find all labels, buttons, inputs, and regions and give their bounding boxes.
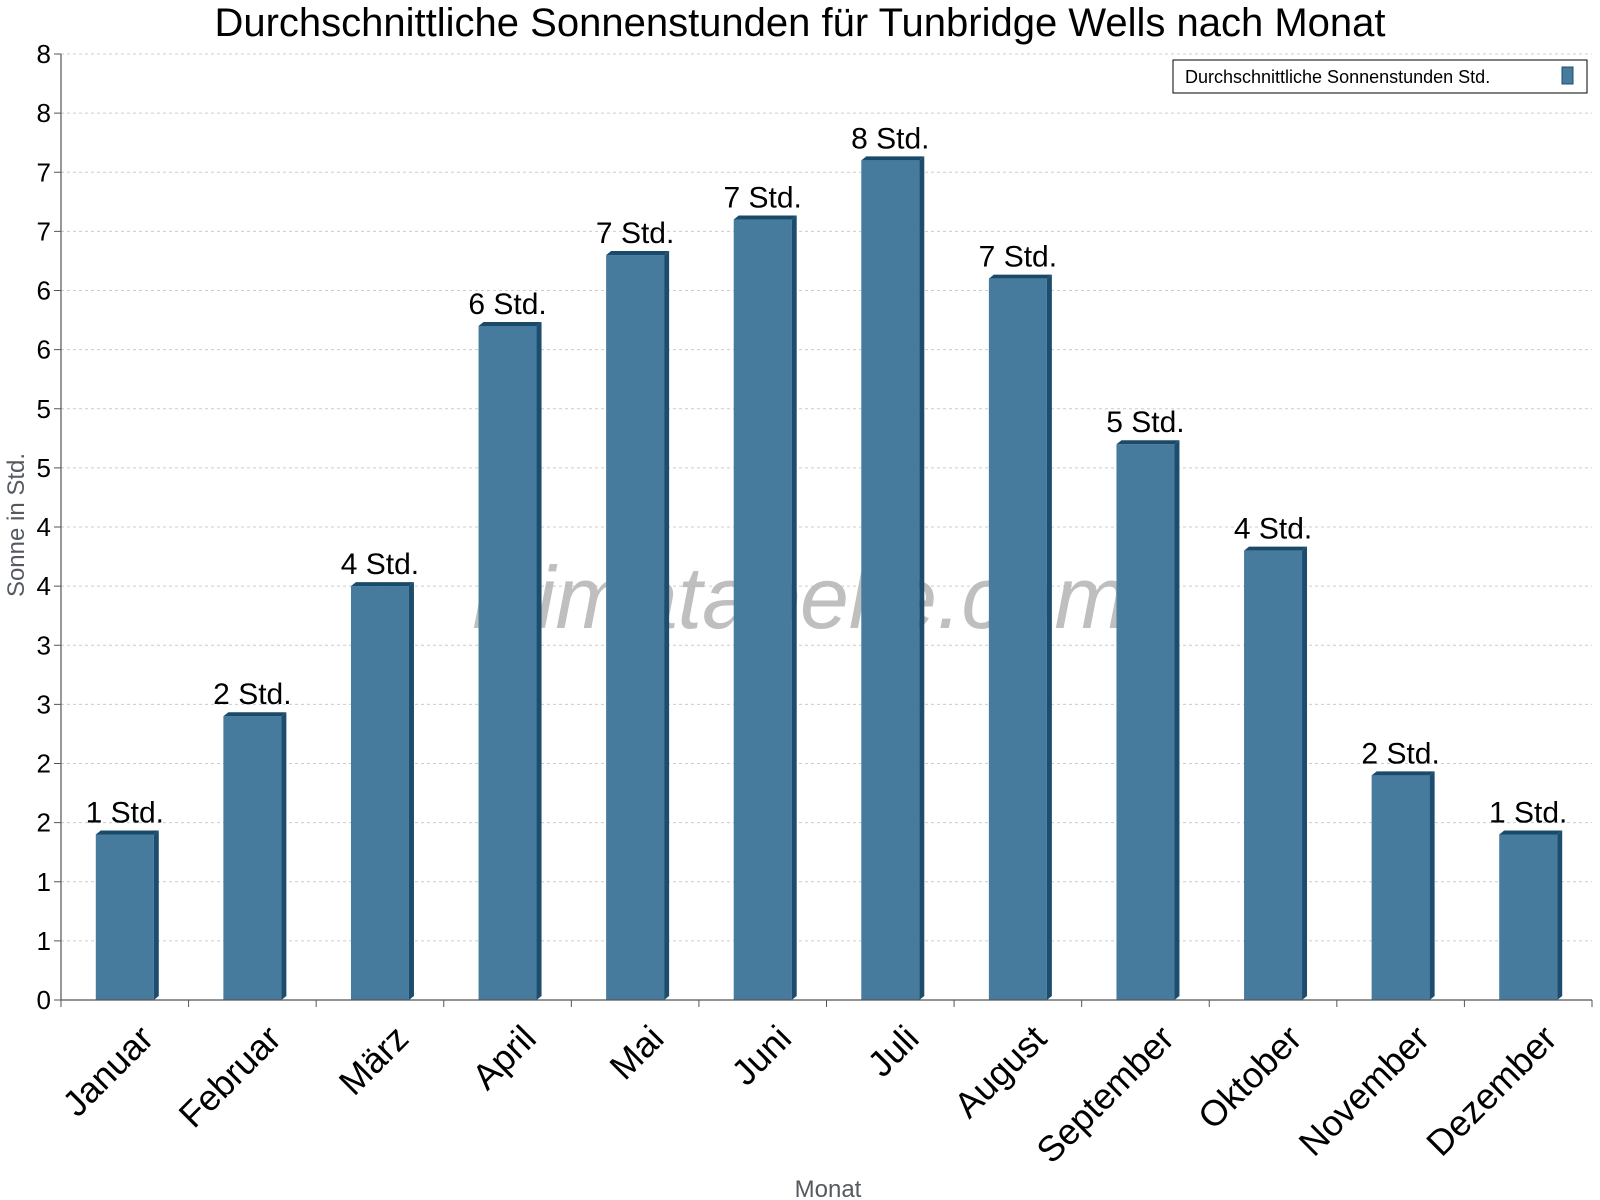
y-tick-label: 4 bbox=[37, 571, 51, 601]
bar-juli bbox=[861, 160, 920, 1001]
bar-top bbox=[1371, 771, 1435, 776]
bar-top bbox=[478, 321, 542, 326]
bar-august bbox=[988, 278, 1047, 1000]
x-tick-label: Februar bbox=[171, 1017, 289, 1135]
legend: Durchschnittliche Sonnenstunden Std. bbox=[1172, 59, 1588, 94]
chart-title: Durchschnittliche Sonnenstunden für Tunb… bbox=[214, 1, 1385, 45]
bar-top bbox=[861, 156, 925, 161]
grid-lines bbox=[61, 53, 1592, 942]
x-tick-label: Januar bbox=[54, 1017, 161, 1124]
bar-top bbox=[1244, 546, 1308, 551]
x-tick-label: August bbox=[946, 1017, 1054, 1125]
bar-side bbox=[1302, 546, 1308, 1000]
y-tick-label: 5 bbox=[37, 394, 51, 424]
y-tick-label: 7 bbox=[37, 157, 51, 187]
y-tick-label: 8 bbox=[37, 39, 51, 69]
y-tick-label: 0 bbox=[37, 985, 51, 1015]
x-tick-label: November bbox=[1291, 1017, 1437, 1163]
x-tick-label: April bbox=[464, 1017, 544, 1097]
bar-top bbox=[606, 251, 670, 256]
y-tick-label: 3 bbox=[37, 630, 51, 660]
bar-mai bbox=[606, 255, 665, 1000]
y-tick-label: 5 bbox=[37, 453, 51, 483]
bar-juni bbox=[733, 219, 792, 1001]
bar-top bbox=[988, 274, 1052, 279]
y-tick-label: 2 bbox=[37, 808, 51, 838]
bar-side bbox=[153, 830, 159, 1000]
bars: 1 Std. 2 Std. 4 Std. 6 Std. 7 Std. 7 Std. 8 St… bbox=[86, 122, 1567, 1001]
x-tick-label: September bbox=[1028, 1017, 1182, 1171]
bar-side bbox=[536, 321, 542, 1001]
bar-side bbox=[1557, 830, 1563, 1000]
legend-swatch bbox=[1561, 66, 1574, 85]
bar-side bbox=[791, 215, 797, 1001]
bar-side bbox=[1429, 771, 1435, 1000]
data-label: 8 Std. bbox=[851, 122, 929, 155]
data-label: 4 Std. bbox=[341, 548, 419, 581]
bar-side bbox=[281, 712, 287, 1000]
bar-november bbox=[1371, 775, 1430, 1000]
data-label: 7 Std. bbox=[979, 241, 1057, 274]
bar-top bbox=[1116, 440, 1180, 445]
bar-top bbox=[223, 712, 287, 717]
y-tick-label: 8 bbox=[37, 98, 51, 128]
bar-side bbox=[1174, 440, 1180, 1001]
y-tick-label: 6 bbox=[37, 276, 51, 306]
bar-september bbox=[1116, 444, 1175, 1001]
data-label: 2 Std. bbox=[213, 678, 291, 711]
bar-top bbox=[350, 582, 414, 587]
x-axis-ticks: Januar Februar März April Mai Juni Juli AugustS… bbox=[54, 1000, 1593, 1171]
bar-side bbox=[664, 251, 670, 1000]
x-tick-label: Dezember bbox=[1418, 1017, 1564, 1163]
data-label: 1 Std. bbox=[86, 796, 164, 829]
bar-side bbox=[1046, 274, 1052, 1000]
legend-entry-label: Durchschnittliche Sonnenstunden Std. bbox=[1185, 67, 1490, 87]
bar-märz bbox=[350, 586, 409, 1000]
x-tick-label: Juni bbox=[723, 1017, 799, 1093]
legend-box bbox=[1172, 59, 1588, 94]
x-tick-label: März bbox=[331, 1017, 417, 1103]
bar-oktober bbox=[1244, 550, 1303, 1000]
bar-side bbox=[408, 582, 414, 1000]
data-label: 7 Std. bbox=[596, 217, 674, 250]
data-label: 7 Std. bbox=[724, 182, 802, 215]
x-axis-label: Monat bbox=[795, 1176, 862, 1200]
x-tick-label: Oktober bbox=[1190, 1017, 1310, 1137]
y-tick-label: 1 bbox=[37, 867, 51, 897]
x-tick-label: Mai bbox=[601, 1017, 671, 1087]
y-tick-label: 1 bbox=[37, 926, 51, 956]
data-label: 6 Std. bbox=[468, 288, 546, 321]
data-label: 4 Std. bbox=[1234, 513, 1312, 546]
y-tick-label: 7 bbox=[37, 216, 51, 246]
y-tick-label: 2 bbox=[37, 749, 51, 779]
bar-dezember bbox=[1499, 834, 1558, 1000]
bar-februar bbox=[223, 716, 282, 1000]
data-label: 1 Std. bbox=[1489, 796, 1567, 829]
y-tick-label: 6 bbox=[37, 335, 51, 365]
bar-januar bbox=[95, 834, 154, 1000]
bar-top bbox=[1499, 830, 1563, 835]
x-tick-label: Juli bbox=[859, 1017, 926, 1084]
bar-top bbox=[733, 215, 797, 220]
y-axis-ticks: 0 1 1 2 2 3 3 4 4 5 5 6 6 7 7 8 8 bbox=[37, 39, 61, 1015]
y-tick-label: 3 bbox=[37, 689, 51, 719]
data-label: 2 Std. bbox=[1361, 737, 1439, 770]
bar-top bbox=[95, 830, 159, 835]
y-tick-label: 4 bbox=[37, 512, 51, 542]
data-label: 5 Std. bbox=[1106, 406, 1184, 439]
y-axis-label: Sonne in Std. bbox=[3, 453, 30, 597]
bar-side bbox=[919, 156, 925, 1001]
bar-april bbox=[478, 325, 537, 1001]
